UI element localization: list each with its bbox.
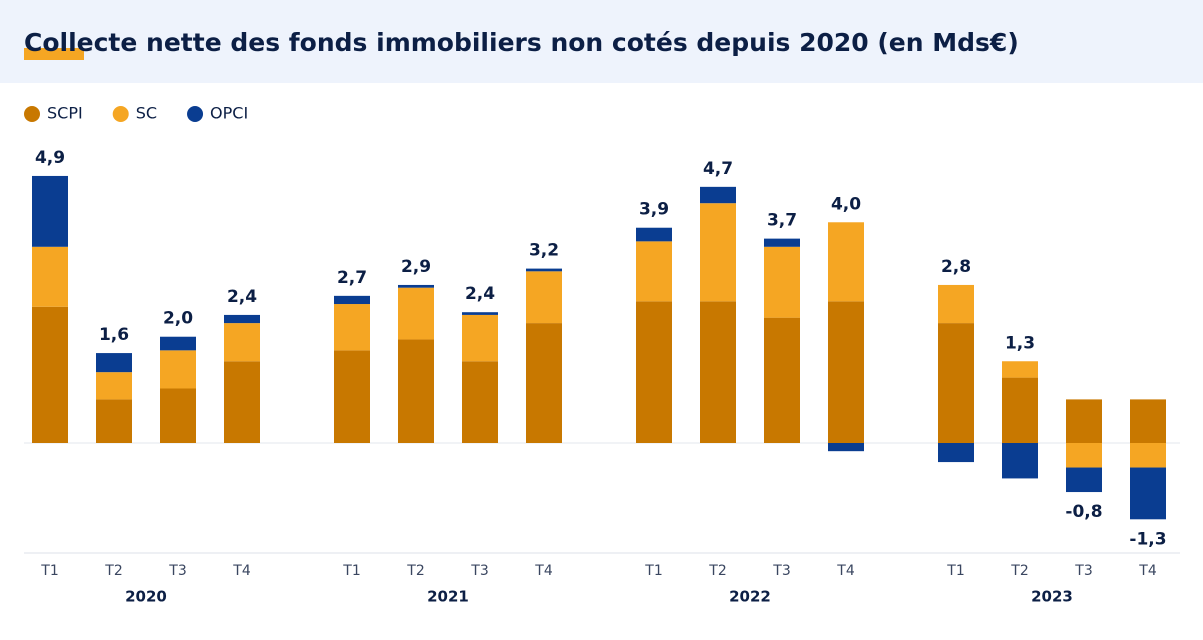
year-label: 2022 [729,588,771,606]
bar-segment [32,306,68,443]
bar-segment [526,268,562,272]
bar-segment [1130,443,1166,468]
header-band [0,0,1203,83]
x-tick-label: T3 [168,563,186,579]
bar-segment [636,301,672,443]
bar-segment [224,361,260,443]
bar-segment [1002,361,1038,378]
bar-segment [1066,399,1102,443]
year-label: 2020 [125,588,167,606]
bar-segment [398,339,434,443]
x-tick-label: T2 [406,563,424,579]
total-label: 2,4 [465,284,495,304]
bar-segment [160,336,196,351]
bar-segment [224,323,260,362]
bar-segment [764,238,800,247]
bar-segment [828,443,864,452]
x-tick-label: T2 [1010,563,1028,579]
bar-segment [1066,467,1102,493]
x-tick-label: T1 [644,563,662,579]
total-label: 2,9 [401,257,431,277]
legend-swatch [24,106,40,122]
bar-segment [828,222,864,302]
bar-segment [160,388,196,443]
bar-segment [96,372,132,400]
bar-segment [938,284,974,324]
bar-segment [938,443,974,463]
bar-segment [1130,467,1166,520]
total-label: 3,7 [767,211,797,231]
bar-segment [700,301,736,443]
total-label: 2,0 [163,309,193,329]
chart-title: Collecte nette des fonds immobiliers non… [24,28,1019,57]
bar-segment [462,361,498,443]
legend-swatch [112,106,129,122]
bar-segment [96,399,132,443]
legend-label: SCPI [47,104,83,123]
bar-segment [334,350,370,443]
total-label: 2,8 [941,257,971,277]
total-label: -0,8 [1065,502,1102,522]
bar-segment [224,314,260,324]
x-tick-label: T1 [342,563,360,579]
bar-segment [462,312,498,315]
bar-segment [1002,377,1038,443]
bar-segment [1066,443,1102,468]
legend-label: OPCI [210,104,248,123]
bar-segment [96,353,132,373]
total-label: 2,4 [227,287,257,307]
x-tick-label: T3 [772,563,790,579]
x-tick-label: T4 [1138,563,1157,579]
total-label: 1,3 [1005,333,1035,353]
bar-segment [938,323,974,443]
bar-segment [334,295,370,305]
legend-swatch [187,106,204,122]
bar-segment [526,323,562,443]
total-label: 4,9 [35,148,65,168]
x-tick-label: T2 [104,563,122,579]
x-tick-label: T1 [40,563,58,579]
bar-segment [764,317,800,443]
total-label: 2,7 [337,268,367,288]
bar-segment [398,287,434,340]
x-tick-label: T2 [708,563,726,579]
bar-segment [700,203,736,302]
title-accent [24,48,84,60]
year-label: 2023 [1031,588,1073,606]
bar-segment [32,246,68,307]
bar-segment [636,241,672,302]
total-label: 3,9 [639,200,669,220]
bar-segment [636,227,672,242]
bar-segment [32,175,68,247]
x-tick-label: T4 [232,563,251,579]
bar-segment [828,301,864,443]
bar-segment [1130,399,1166,443]
bar-segment [526,271,562,324]
legend-label: SC [136,104,157,123]
x-tick-label: T1 [946,563,964,579]
x-tick-label: T4 [534,563,553,579]
bar-segment [334,304,370,351]
bar-segment [700,186,736,204]
bar-segment [398,284,434,288]
x-tick-label: T3 [1074,563,1092,579]
total-label: 4,0 [831,194,861,214]
x-tick-label: T3 [470,563,488,579]
bar-segment [1002,443,1038,479]
total-label: 3,2 [529,241,559,261]
total-label: 4,7 [703,159,733,179]
bar-segment [462,314,498,362]
bar-segment [160,350,196,389]
bar-segment [764,246,800,318]
total-label: 1,6 [99,325,129,345]
year-label: 2021 [427,588,469,606]
x-tick-label: T4 [836,563,855,579]
total-label: -1,3 [1129,529,1166,549]
